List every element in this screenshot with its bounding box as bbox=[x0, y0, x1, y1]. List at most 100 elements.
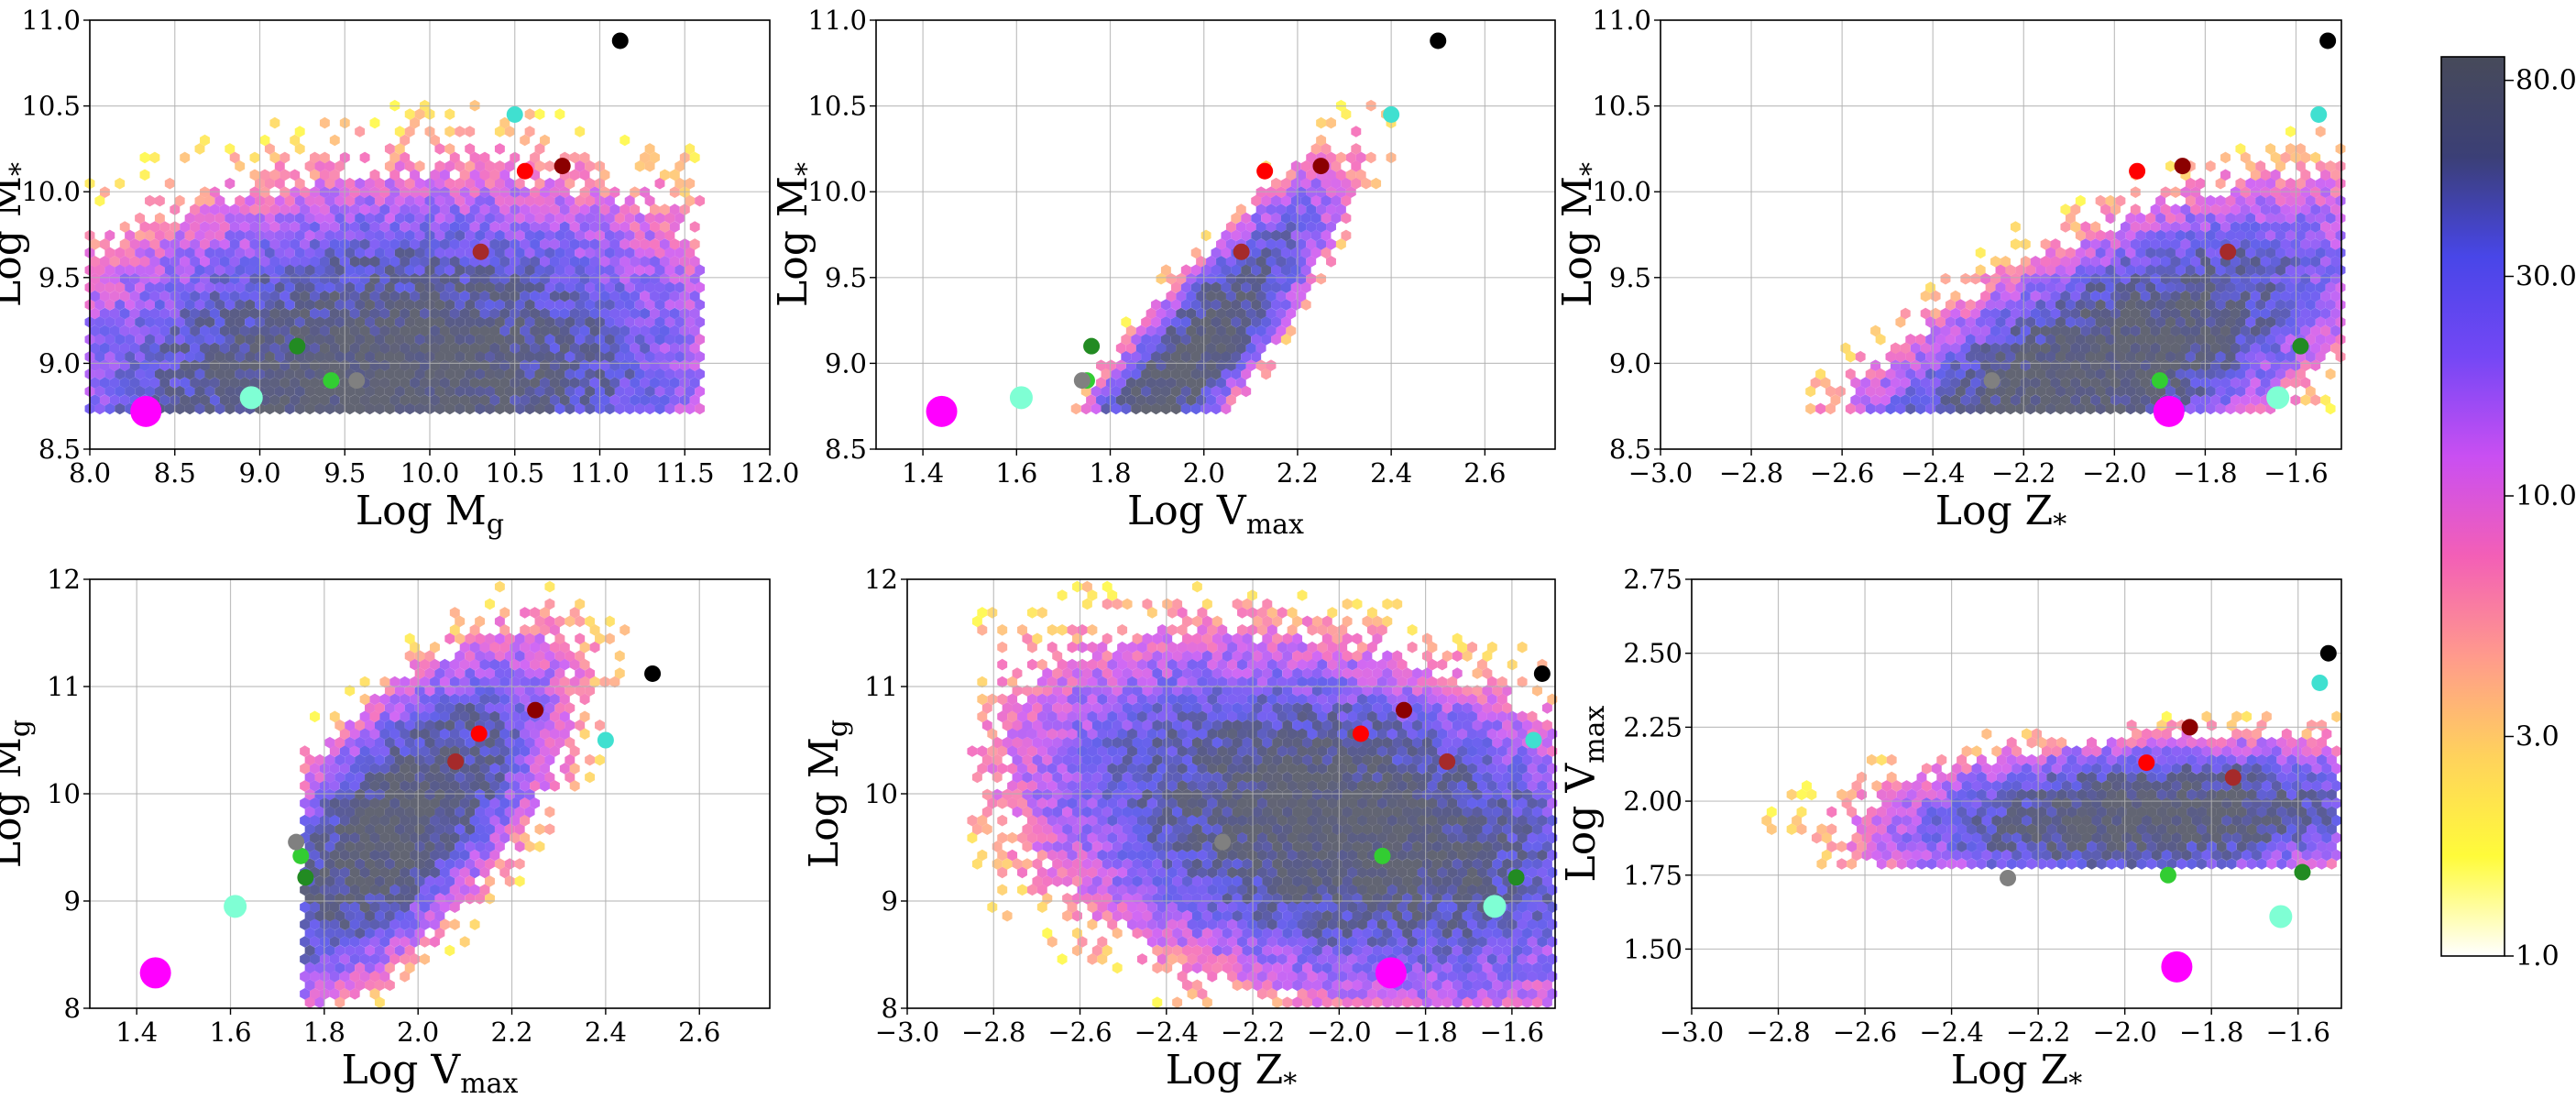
hexbin-cell bbox=[369, 324, 380, 337]
hexbin-cell bbox=[410, 342, 421, 355]
x-tick-label: 8.5 bbox=[154, 457, 196, 489]
hexbin-cell bbox=[164, 385, 175, 398]
hexbin-cell bbox=[514, 858, 525, 870]
hexbin-cell bbox=[619, 394, 630, 406]
hexbin-cell bbox=[149, 359, 160, 371]
hexbin-cell bbox=[674, 402, 685, 415]
hexbin-cell bbox=[575, 402, 586, 415]
hexbin-cell bbox=[374, 402, 385, 415]
hexbin-cell bbox=[154, 281, 165, 293]
x-tick-label: 2.2 bbox=[490, 1017, 532, 1048]
hexbin-cell bbox=[235, 350, 246, 363]
hexbin-cell bbox=[559, 342, 570, 355]
hexbin-cell bbox=[689, 290, 700, 302]
hexbin-cell bbox=[314, 299, 325, 311]
hexbin-cell bbox=[589, 394, 600, 406]
hexbin-cell bbox=[644, 334, 655, 346]
hexbin-cell bbox=[609, 377, 620, 389]
x-tick-label: 2.0 bbox=[397, 1017, 439, 1048]
hexbin-cell bbox=[485, 334, 495, 346]
highlight-point bbox=[1073, 372, 1091, 390]
hexbin-cell bbox=[619, 359, 630, 371]
hexbin-cell bbox=[689, 307, 700, 320]
hexbin-cell bbox=[599, 342, 610, 355]
hexbin-cell bbox=[389, 359, 400, 371]
hexbin-cell bbox=[575, 281, 586, 293]
hexbin-cell bbox=[394, 281, 405, 293]
hexbin-cell bbox=[685, 368, 696, 380]
hexbin-cell bbox=[225, 177, 236, 190]
hexbin-cell bbox=[94, 264, 105, 276]
hexbin-cell bbox=[334, 385, 345, 398]
hexbin-cell bbox=[329, 359, 340, 371]
hexbin-cell bbox=[99, 359, 110, 371]
x-tick-label: 1.6 bbox=[209, 1017, 251, 1048]
hexbin-cell bbox=[640, 342, 651, 355]
hexbin-cell bbox=[544, 368, 555, 380]
hexbin-cell bbox=[554, 385, 565, 398]
hexbin-cell bbox=[549, 272, 560, 285]
hexbin-cell bbox=[520, 359, 531, 371]
hexbin-cell bbox=[219, 394, 230, 406]
hexbin-cell bbox=[209, 359, 220, 371]
hexbin-cell bbox=[599, 290, 610, 302]
hexbin-cell bbox=[410, 290, 421, 302]
hexbin-cell bbox=[125, 281, 136, 293]
hexbin-cell bbox=[349, 359, 360, 371]
y-tick-label: 11.0 bbox=[1592, 5, 1651, 36]
hexbin-cell bbox=[184, 316, 195, 328]
hexbin-cell bbox=[1960, 272, 1971, 285]
y-tick-label: 10.5 bbox=[1592, 91, 1651, 122]
hexbin-cell bbox=[455, 316, 466, 328]
hexbin-cell bbox=[434, 334, 445, 346]
hexbin-cell bbox=[589, 272, 600, 285]
y-tick-label: 9.0 bbox=[825, 347, 867, 379]
hexbin-cell bbox=[585, 368, 596, 380]
hexbin-cell bbox=[174, 334, 185, 346]
hexbin-cell bbox=[534, 350, 545, 363]
highlight-point bbox=[1009, 386, 1033, 410]
hexbin-cell bbox=[604, 316, 615, 328]
hexbin-cell bbox=[174, 299, 185, 311]
hexbin-cell bbox=[504, 281, 515, 293]
hexbin-cell bbox=[540, 272, 550, 285]
hexbin-cell bbox=[599, 307, 610, 320]
x-tick-label: 9.5 bbox=[323, 457, 366, 489]
hexbin-cell bbox=[159, 359, 170, 371]
hexbin-cell bbox=[674, 281, 685, 293]
y-tick-label: 10.0 bbox=[1592, 176, 1651, 207]
hexbin-cell bbox=[149, 324, 160, 337]
hexbin-cell bbox=[365, 281, 375, 293]
hexbin-cell bbox=[449, 307, 460, 320]
hexbin-cell bbox=[225, 334, 236, 346]
hexbin-cell bbox=[394, 316, 405, 328]
hexbin-cell bbox=[349, 272, 360, 285]
hexbin-cell bbox=[125, 316, 136, 328]
hexbin-cell bbox=[554, 334, 565, 346]
hexbin-cell bbox=[465, 350, 476, 363]
hexbin-cell bbox=[319, 359, 330, 371]
hexbin-cell bbox=[449, 918, 460, 930]
highlight-point bbox=[470, 725, 488, 742]
hexbin-cell bbox=[685, 402, 696, 415]
hexbin-cell bbox=[219, 342, 230, 355]
hexbin-cell bbox=[239, 307, 250, 320]
hexbin-cell bbox=[200, 324, 210, 337]
hexbin-cell bbox=[554, 368, 565, 380]
hexbin-cell bbox=[595, 720, 605, 731]
hexbin-cell bbox=[119, 290, 130, 302]
x-tick-label: 1.4 bbox=[115, 1017, 158, 1048]
hexbin-cell bbox=[494, 402, 505, 415]
hexbin-cell bbox=[544, 806, 555, 819]
hexbin-cell bbox=[449, 359, 460, 371]
highlight-point bbox=[527, 701, 544, 719]
hexbin-cell bbox=[94, 281, 105, 293]
hexbin-cell bbox=[159, 324, 170, 337]
hexbin-cell bbox=[324, 350, 335, 363]
hexbin-cell bbox=[2315, 126, 2326, 137]
hexbin-cell bbox=[549, 359, 560, 371]
hexbin-cell bbox=[565, 334, 575, 346]
hexbin-cell bbox=[139, 151, 150, 164]
y-tick-label: 9.0 bbox=[38, 347, 81, 379]
hexbin-cell bbox=[630, 290, 641, 302]
